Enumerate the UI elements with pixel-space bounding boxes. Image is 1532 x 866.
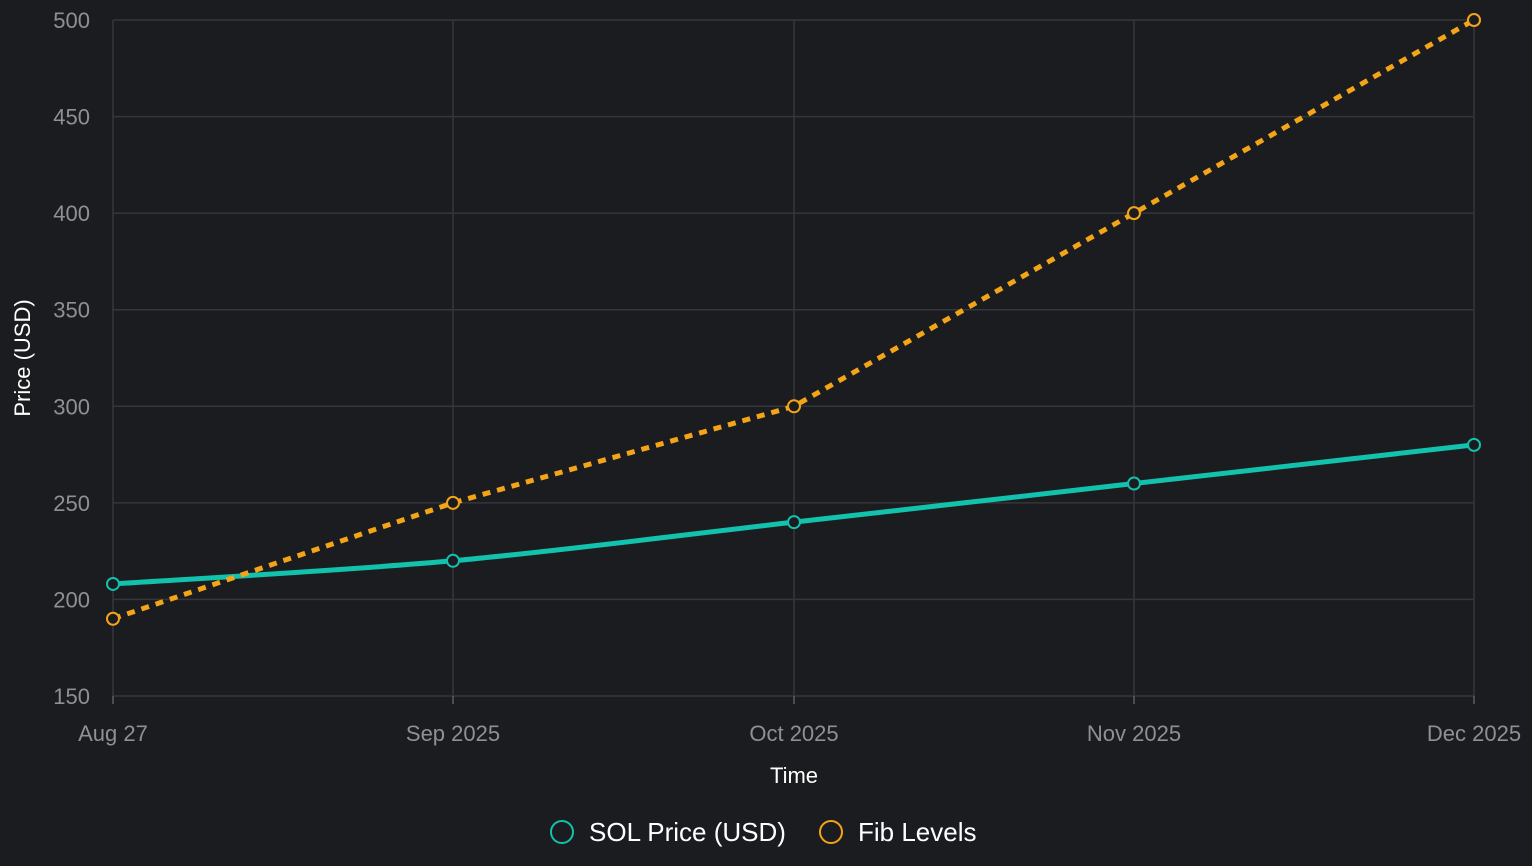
x-tick-label: Nov 2025 (1087, 721, 1181, 746)
legend-label[interactable]: Fib Levels (858, 817, 977, 847)
data-point-marker[interactable] (446, 553, 460, 568)
legend: SOL Price (USD) Fib Levels (550, 817, 977, 847)
y-tick-label: 150 (53, 684, 90, 709)
axes: 150 200 250 300 350 400 450 500 Aug 27 Sep 2025 Oc… (53, 8, 1521, 746)
x-axis-title: Time (770, 763, 818, 788)
y-tick-label: 200 (53, 587, 90, 612)
legend-label[interactable]: SOL Price (USD) (589, 817, 786, 847)
data-point-marker[interactable] (1127, 476, 1141, 491)
y-tick-label: 500 (53, 8, 90, 33)
data-point-marker[interactable] (787, 399, 801, 414)
data-point-marker[interactable] (106, 611, 120, 626)
legend-marker (550, 820, 574, 844)
y-axis-title: Price (USD) (10, 299, 35, 416)
data-point-marker[interactable] (446, 495, 460, 510)
series-line-2 (112, 17, 1476, 622)
data-point-marker[interactable] (1467, 13, 1481, 27)
series-markers (106, 13, 1481, 626)
y-tick-label: 400 (53, 201, 90, 226)
y-tick-label: 450 (53, 105, 90, 130)
grid-lines (112, 19, 1475, 697)
x-tick-label: Sep 2025 (406, 721, 500, 746)
x-tick-label: Aug 27 (78, 721, 148, 746)
x-tick-label: Oct 2025 (749, 721, 838, 746)
y-tick-label: 300 (53, 394, 90, 419)
data-point-marker[interactable] (1467, 437, 1481, 452)
y-tick-label: 350 (53, 298, 90, 323)
data-point-marker[interactable] (106, 576, 120, 591)
y-tick-label: 250 (53, 491, 90, 516)
x-tick-label: Dec 2025 (1427, 721, 1521, 746)
data-point-marker[interactable] (1127, 206, 1141, 221)
data-point-marker[interactable] (787, 515, 801, 530)
legend-marker (819, 820, 843, 844)
